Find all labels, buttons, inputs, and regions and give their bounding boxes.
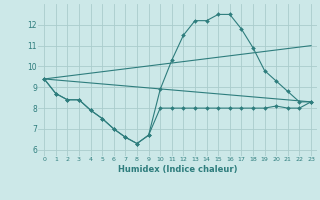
X-axis label: Humidex (Indice chaleur): Humidex (Indice chaleur) — [118, 165, 237, 174]
